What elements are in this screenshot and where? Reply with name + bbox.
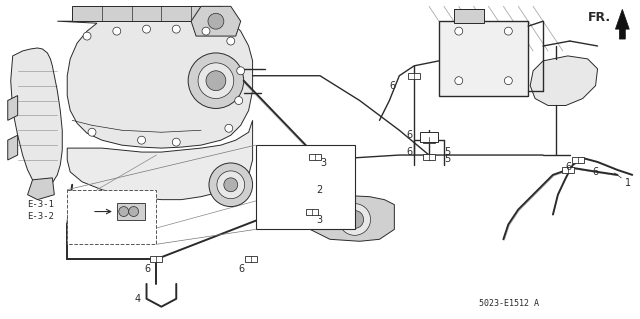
Bar bbox=[420, 132, 438, 142]
Polygon shape bbox=[264, 160, 302, 203]
Circle shape bbox=[224, 178, 237, 192]
Bar bbox=[572, 157, 584, 163]
Text: E-3-1: E-3-1 bbox=[28, 200, 54, 209]
Polygon shape bbox=[58, 21, 253, 148]
Text: 5: 5 bbox=[444, 154, 450, 164]
Circle shape bbox=[227, 37, 235, 45]
Text: 6: 6 bbox=[593, 167, 599, 177]
Circle shape bbox=[455, 77, 463, 85]
Polygon shape bbox=[67, 120, 253, 200]
Circle shape bbox=[88, 128, 96, 136]
Text: 5: 5 bbox=[444, 147, 450, 157]
Text: 3: 3 bbox=[316, 214, 322, 225]
Bar bbox=[116, 203, 145, 220]
Text: 6: 6 bbox=[239, 264, 245, 274]
Text: 6: 6 bbox=[406, 147, 412, 157]
Text: 4: 4 bbox=[134, 294, 141, 304]
Text: 3: 3 bbox=[320, 158, 326, 168]
Circle shape bbox=[225, 124, 233, 132]
Circle shape bbox=[172, 25, 180, 33]
Circle shape bbox=[339, 204, 371, 235]
Circle shape bbox=[188, 53, 244, 108]
Circle shape bbox=[206, 71, 226, 91]
Text: 1: 1 bbox=[625, 178, 632, 188]
Circle shape bbox=[198, 63, 234, 99]
Bar bbox=[244, 256, 257, 262]
Polygon shape bbox=[191, 6, 241, 36]
Polygon shape bbox=[530, 56, 598, 106]
Text: 6: 6 bbox=[389, 81, 396, 91]
Bar bbox=[439, 21, 528, 96]
Circle shape bbox=[202, 27, 210, 35]
Polygon shape bbox=[8, 135, 18, 160]
Circle shape bbox=[235, 97, 243, 105]
Polygon shape bbox=[257, 153, 310, 214]
Bar bbox=[423, 137, 435, 143]
Text: 6: 6 bbox=[566, 162, 572, 172]
Text: 6: 6 bbox=[145, 264, 150, 274]
Circle shape bbox=[209, 163, 253, 207]
Circle shape bbox=[113, 27, 121, 35]
Circle shape bbox=[346, 211, 364, 228]
Polygon shape bbox=[8, 96, 18, 120]
Circle shape bbox=[129, 207, 139, 217]
Text: FR.: FR. bbox=[588, 11, 611, 24]
Circle shape bbox=[172, 138, 180, 146]
Text: 2: 2 bbox=[316, 185, 323, 195]
Polygon shape bbox=[11, 48, 62, 188]
Circle shape bbox=[119, 207, 129, 217]
Text: E-3-2: E-3-2 bbox=[28, 211, 54, 220]
Circle shape bbox=[237, 67, 244, 75]
Text: 6: 6 bbox=[406, 130, 412, 140]
Circle shape bbox=[504, 77, 512, 85]
Bar bbox=[67, 190, 156, 244]
Bar bbox=[150, 256, 163, 262]
Circle shape bbox=[455, 27, 463, 35]
Bar bbox=[408, 73, 420, 79]
Text: 5023-E1512 A: 5023-E1512 A bbox=[479, 299, 539, 308]
Circle shape bbox=[143, 25, 150, 33]
Circle shape bbox=[217, 171, 244, 199]
Circle shape bbox=[83, 32, 91, 40]
Polygon shape bbox=[28, 178, 54, 200]
Bar bbox=[423, 154, 435, 160]
Circle shape bbox=[138, 136, 145, 144]
Circle shape bbox=[208, 13, 224, 29]
Bar bbox=[255, 145, 355, 229]
Bar bbox=[454, 9, 484, 23]
Circle shape bbox=[504, 27, 512, 35]
Bar bbox=[306, 209, 318, 214]
Polygon shape bbox=[616, 9, 629, 39]
Polygon shape bbox=[310, 196, 394, 241]
Bar bbox=[562, 167, 574, 173]
Bar bbox=[309, 154, 321, 160]
Polygon shape bbox=[72, 6, 221, 21]
